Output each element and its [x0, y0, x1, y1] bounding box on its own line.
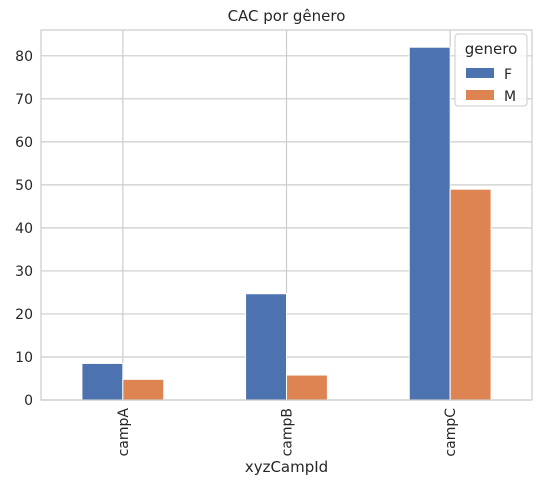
chart-title: CAC por gênero: [228, 7, 346, 25]
bar-M-campC: [449, 188, 492, 401]
bar-F-campB: [245, 293, 287, 401]
legend-swatch-F: [466, 68, 494, 78]
legend-label-F: F: [504, 67, 512, 83]
bar-M-campB: [286, 374, 328, 401]
y-tick-label: 10: [15, 350, 33, 366]
y-tick-label: 40: [15, 221, 33, 237]
x-tick-label: campC: [443, 408, 459, 457]
bar-M-campA: [122, 378, 165, 401]
legend-items: FM: [466, 67, 516, 105]
y-tick-label: 60: [15, 135, 33, 151]
y-tick-label: 70: [15, 92, 33, 108]
bar-F-campA: [81, 362, 124, 401]
y-tick-label: 0: [24, 393, 33, 409]
legend-title: genero: [465, 40, 518, 58]
legend: genero FM: [454, 33, 528, 107]
x-tick-label: campB: [280, 408, 296, 456]
legend-label-M: M: [504, 89, 516, 105]
x-tick-label: campA: [116, 408, 132, 457]
bars: [81, 46, 492, 401]
y-tick-label: 20: [15, 307, 33, 323]
legend-swatch-M: [466, 90, 494, 100]
y-tick-label: 50: [15, 178, 33, 194]
x-axis-label: xyzCampId: [245, 458, 328, 476]
y-tick-label: 30: [15, 264, 33, 280]
bar-F-campC: [408, 46, 451, 401]
y-axis-ticks: 0 10 20 30 40 50 60 70 80: [15, 49, 33, 409]
plot-frame: [40, 29, 533, 401]
y-tick-label: 80: [15, 49, 33, 65]
x-axis-ticks: campA campB campC: [116, 408, 459, 457]
